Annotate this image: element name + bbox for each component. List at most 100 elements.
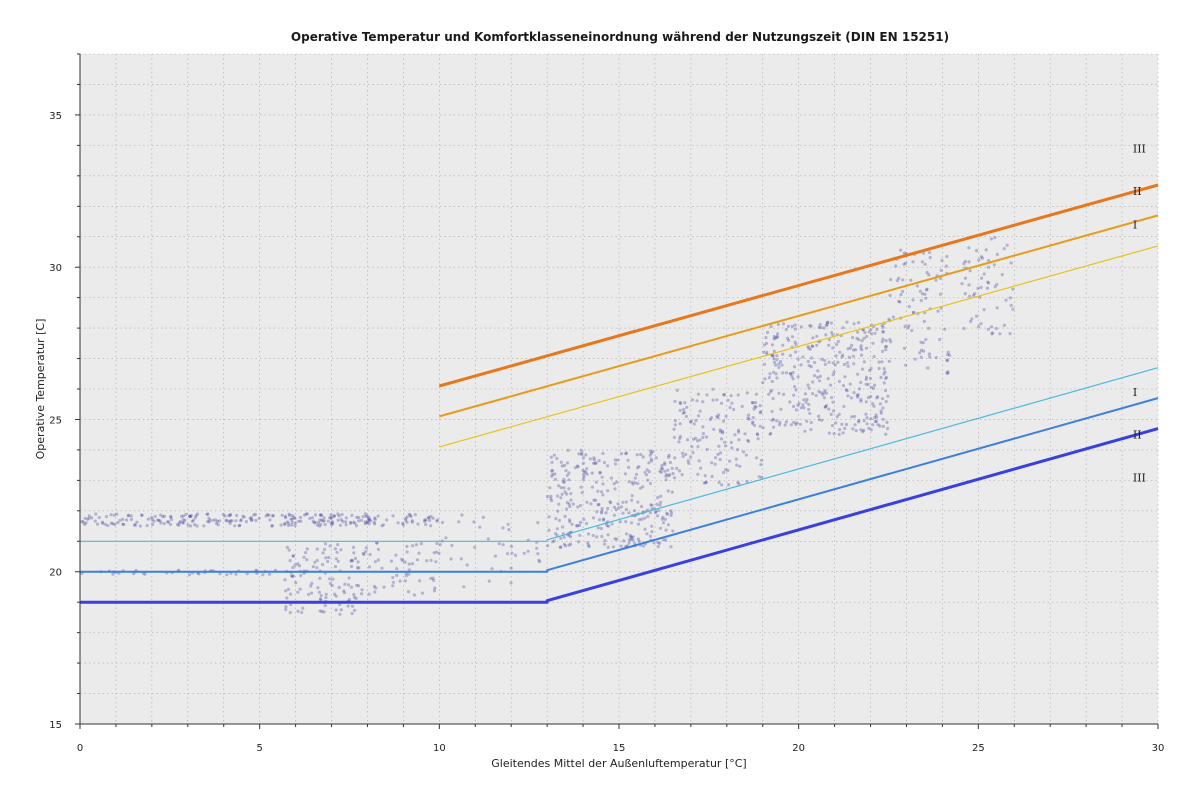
scatter-point [624, 520, 628, 524]
scatter-point [324, 596, 328, 600]
scatter-points [80, 235, 1015, 616]
scatter-point [828, 383, 833, 387]
scatter-point [109, 521, 113, 525]
scatter-point [881, 417, 885, 421]
comfort-line-upper-I [439, 245, 1159, 448]
scatter-point [809, 427, 813, 432]
scatter-point [911, 298, 915, 302]
scatter-point [416, 522, 420, 526]
scatter-point [289, 592, 293, 596]
scatter-point [880, 360, 884, 364]
scatter-point [509, 544, 514, 549]
scatter-point [600, 475, 604, 479]
scatter-point [801, 403, 805, 407]
scatter-point [656, 514, 660, 518]
scatter-point [648, 449, 653, 453]
scatter-point [435, 519, 439, 523]
scatter-point [881, 329, 885, 333]
scatter-point [324, 556, 328, 560]
scatter-point [734, 457, 739, 461]
scatter-point [730, 446, 734, 450]
scatter-point [794, 350, 798, 354]
scatter-point [234, 572, 238, 576]
scatter-point [962, 326, 966, 331]
scatter-point [630, 521, 634, 525]
scatter-point [599, 511, 604, 515]
scatter-point [357, 519, 361, 523]
scatter-point [746, 438, 750, 442]
scatter-point [101, 521, 105, 525]
grid-lines [79, 53, 1159, 725]
scatter-point [589, 502, 593, 506]
scatter-point [316, 586, 320, 590]
scatter-point [820, 418, 824, 422]
scatter-point [150, 518, 154, 522]
scatter-point [770, 343, 775, 347]
scatter-point [618, 520, 623, 524]
scatter-point [678, 408, 682, 412]
scatter-point [924, 337, 928, 342]
scatter-point [751, 416, 755, 420]
scatter-point [104, 515, 109, 519]
scatter-point [945, 358, 949, 362]
scatter-point [561, 525, 565, 529]
scatter-point [580, 491, 584, 495]
scatter-point [218, 572, 222, 576]
scatter-point [409, 514, 413, 519]
scatter-point [664, 538, 668, 542]
scatter-point [550, 499, 554, 503]
scatter-point [746, 416, 750, 420]
scatter-point [587, 532, 591, 536]
scatter-point [195, 512, 200, 516]
scatter-point [820, 357, 824, 361]
scatter-point [304, 551, 308, 555]
scatter-point [153, 514, 157, 519]
scatter-point [824, 404, 829, 408]
scatter-point [712, 427, 716, 431]
scatter-point [922, 349, 926, 353]
scatter-point [822, 396, 827, 400]
scatter-point [252, 513, 256, 517]
scatter-point [815, 334, 819, 338]
scatter-point [581, 461, 586, 465]
scatter-point [350, 604, 355, 608]
scatter-point [612, 513, 617, 517]
scatter-point [545, 495, 550, 499]
scatter-point [356, 560, 360, 564]
scatter-point [604, 511, 608, 515]
scatter-point [404, 574, 408, 578]
scatter-point [825, 322, 829, 327]
scatter-point [866, 382, 870, 387]
scatter-point [771, 425, 776, 429]
scatter-point [364, 514, 368, 518]
scatter-point [823, 405, 827, 409]
scatter-point [191, 518, 196, 522]
scatter-point [880, 323, 884, 327]
scatter-point [872, 354, 876, 359]
scatter-point [592, 458, 596, 462]
scatter-point [656, 545, 660, 549]
scatter-point [83, 516, 87, 520]
scatter-point [678, 401, 683, 406]
scatter-point [559, 545, 563, 549]
scatter-point [808, 324, 812, 328]
scatter-point [389, 559, 393, 563]
scatter-point [547, 528, 551, 532]
scatter-point [691, 451, 695, 455]
scatter-point [784, 420, 789, 424]
scatter-point [911, 260, 915, 264]
scatter-point [924, 288, 929, 292]
scatter-point [486, 537, 490, 541]
scatter-point [315, 566, 319, 570]
scatter-point [582, 473, 586, 477]
scatter-point [627, 541, 631, 545]
scatter-point [151, 522, 155, 527]
scatter-point [270, 524, 274, 528]
scatter-point [551, 540, 555, 544]
scatter-point [696, 392, 701, 396]
scatter-point [887, 317, 891, 321]
scatter-point [811, 336, 815, 340]
scatter-point [871, 402, 875, 406]
scatter-point [401, 521, 405, 526]
scatter-point [1002, 247, 1006, 251]
